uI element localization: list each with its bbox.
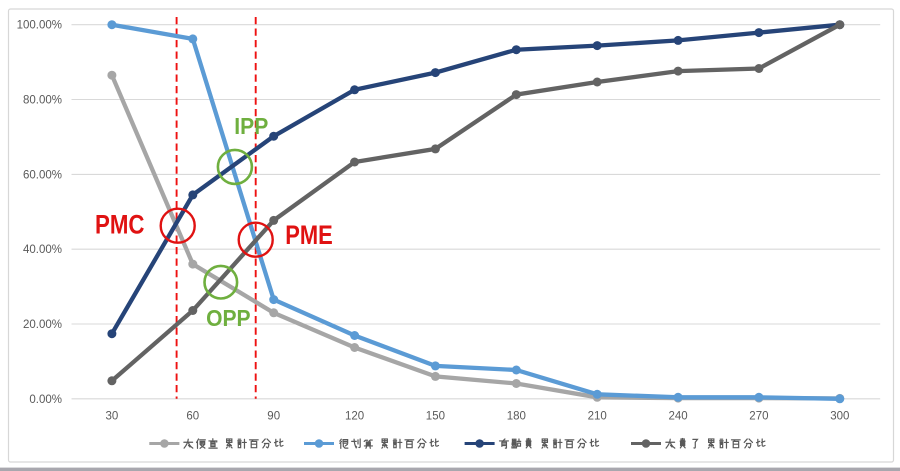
svg-text:20.00%: 20.00%: [23, 319, 62, 331]
svg-text:OPP: OPP: [206, 305, 251, 331]
svg-text:0.00%: 0.00%: [29, 394, 62, 406]
svg-text:60: 60: [186, 411, 199, 423]
svg-text:PMC: PMC: [95, 210, 145, 240]
svg-text:120: 120: [345, 411, 364, 423]
svg-text:40.00%: 40.00%: [23, 244, 62, 256]
svg-text:180: 180: [507, 411, 526, 423]
svg-text:300: 300: [830, 411, 849, 423]
svg-text:30: 30: [106, 411, 119, 423]
svg-text:60.00%: 60.00%: [23, 169, 62, 181]
svg-text:PME: PME: [285, 220, 333, 250]
svg-text:IPP: IPP: [234, 113, 268, 139]
svg-text:100.00%: 100.00%: [17, 20, 62, 32]
svg-text:90: 90: [267, 411, 280, 423]
svg-text:210: 210: [588, 411, 607, 423]
svg-text:150: 150: [426, 411, 445, 423]
svg-text:80.00%: 80.00%: [23, 95, 62, 107]
svg-text:270: 270: [749, 411, 768, 423]
svg-text:240: 240: [669, 411, 688, 423]
